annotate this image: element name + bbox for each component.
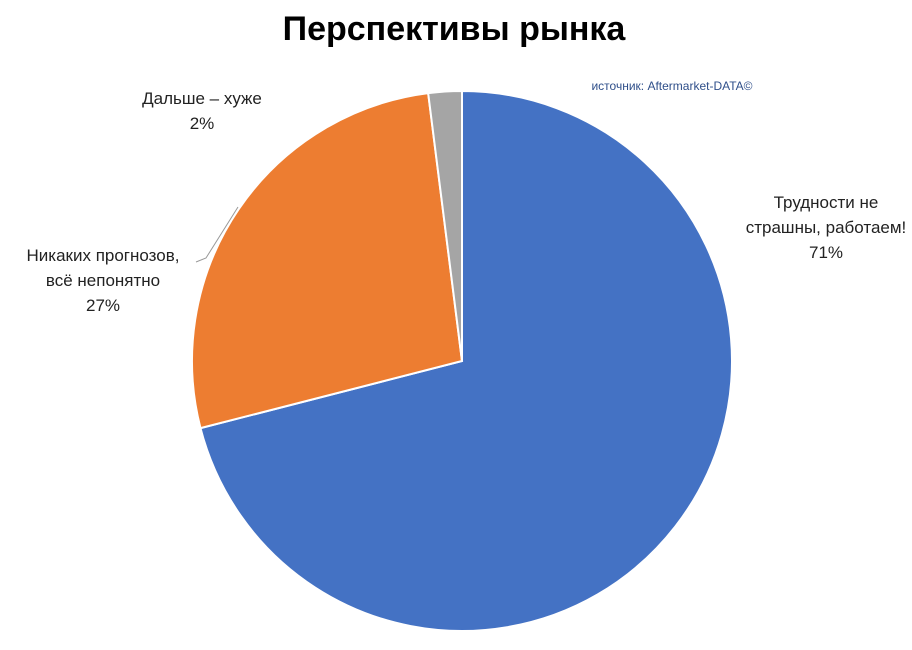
chart-title: Перспективы рынка [283,10,627,48]
slice-label: Дальше – хуже 2% [142,89,262,133]
pie-slice [427,89,463,362]
slice-percent-label: 2% [190,114,215,133]
slice-name-label: страшны, работаем! [746,218,907,237]
slice-name-label: Трудности не [774,193,879,212]
slice-percent-label: 27% [86,296,120,315]
slice-name-label: всё непонятно [46,271,160,290]
slice-percent-label: 71% [809,243,843,262]
slice-name-label: Никаких прогнозов, [27,246,180,265]
slice-label: Трудности не страшны, работаем! 71% [746,193,907,262]
slice-labels: Трудности не страшны, работаем! 71% Никаких… [27,89,907,315]
pie-slice [199,89,733,632]
leader-line [195,206,239,263]
pie-slice [190,92,464,430]
pie-slices [190,89,733,632]
leader-lines [195,206,239,263]
source-note: источник: Aftermarket-DATA© [591,79,752,93]
slice-name-label: Дальше – хуже [142,89,262,108]
slice-label: Никаких прогнозов, всё непонятно 27% [27,246,180,315]
